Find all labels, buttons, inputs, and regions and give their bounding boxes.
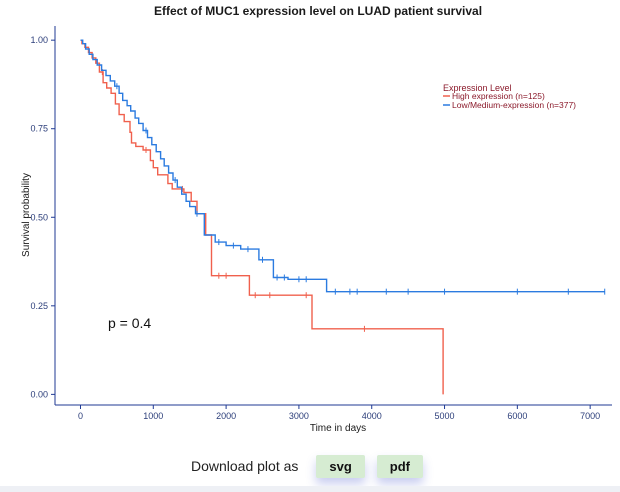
series-layer	[80, 39, 606, 395]
chart-title: Effect of MUC1 expression level on LUAD …	[154, 4, 482, 18]
x-tick-label: 7000	[580, 411, 600, 421]
y-tick-label: 1.00	[30, 35, 48, 45]
download-svg-button[interactable]: svg	[316, 454, 365, 478]
y-tick-label: 0.75	[30, 124, 48, 134]
x-axis-ticks: 0 1000 2000 3000 4000 5000 6000 7000	[78, 405, 600, 421]
legend-entry-low: Low/Medium-expression (n=377)	[452, 100, 576, 110]
survival-chart: Effect of MUC1 expression level on LUAD …	[21, 4, 612, 434]
x-tick-label: 1000	[143, 411, 163, 421]
x-tick-label: 4000	[362, 411, 382, 421]
y-tick-label: 0.00	[30, 389, 48, 399]
download-bar: Download plot as svg pdf	[0, 446, 620, 486]
series-line-low-medium-expression	[80, 39, 605, 293]
legend-entry-high: High expression (n=125)	[452, 91, 545, 101]
y-axis-ticks: 0.00 0.25 0.50 0.75 1.00	[30, 35, 55, 399]
p-value-annotation: p = 0.4	[108, 315, 151, 331]
x-axis-label: Time in days	[310, 423, 366, 434]
x-tick-label: 0	[78, 411, 83, 421]
y-tick-label: 0.25	[30, 301, 48, 311]
download-label: Download plot as	[190, 458, 299, 474]
y-axis-label: Survival probability	[21, 173, 32, 257]
y-tick-label: 0.50	[30, 212, 48, 222]
download-pdf-button[interactable]: pdf	[376, 454, 424, 478]
x-tick-label: 2000	[216, 411, 236, 421]
legend: Expression Level High expression (n=125)…	[443, 83, 576, 110]
series-line-high-expression	[80, 39, 444, 395]
x-tick-label: 6000	[507, 411, 527, 421]
x-tick-label: 3000	[289, 411, 309, 421]
bottom-strip	[0, 486, 620, 492]
x-tick-label: 5000	[435, 411, 455, 421]
legend-title: Expression Level	[443, 83, 512, 93]
